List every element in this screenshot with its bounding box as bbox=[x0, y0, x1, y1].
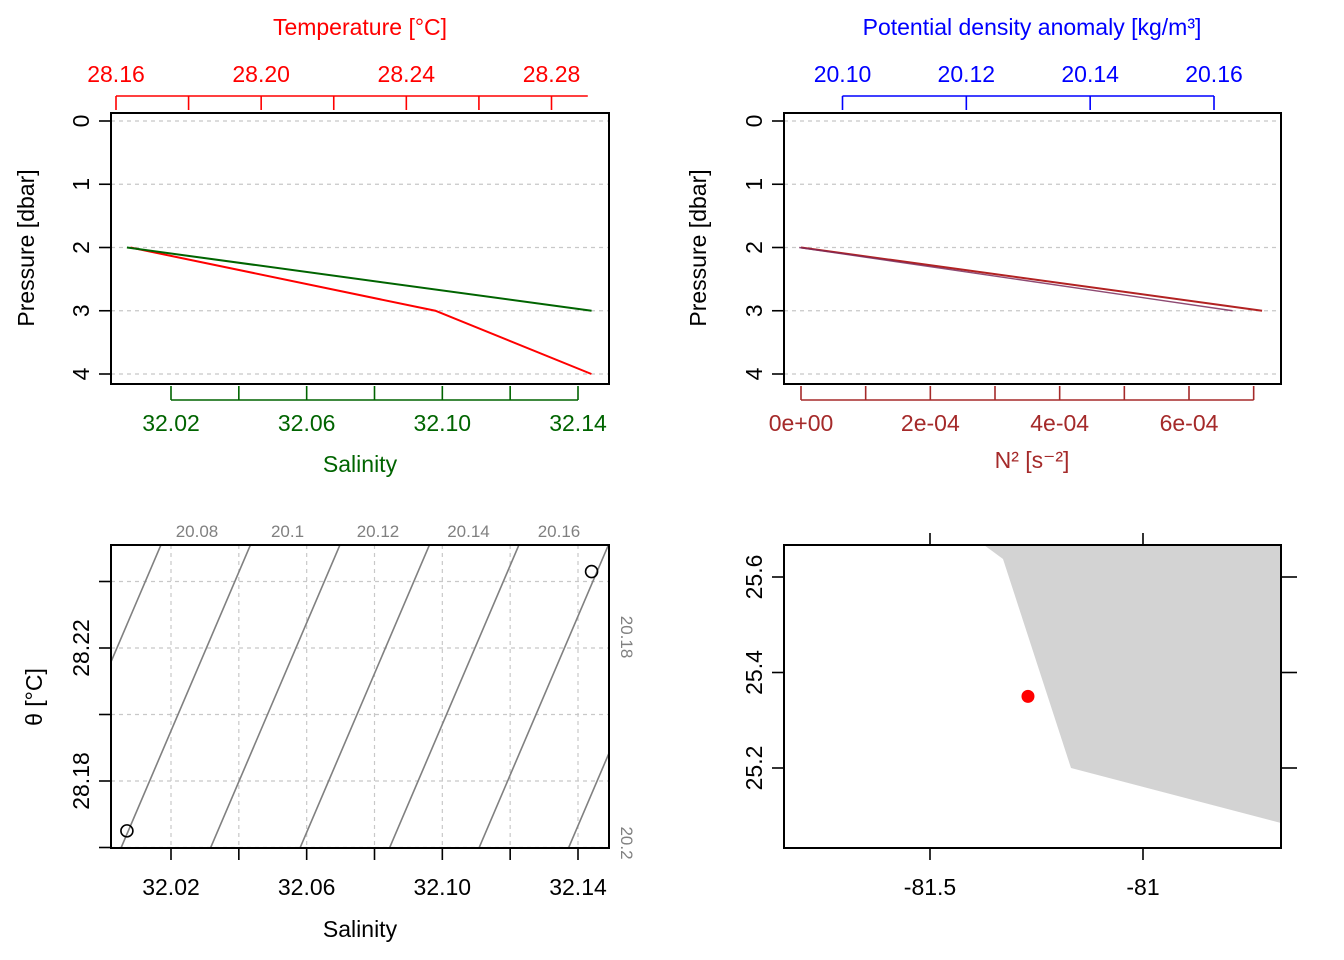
p1-top-tick-label: 28.28 bbox=[523, 61, 581, 87]
ts-point bbox=[584, 564, 599, 579]
p2-top-tick-label: 20.14 bbox=[1061, 61, 1119, 87]
p3-y-tick-label: 28.18 bbox=[68, 752, 94, 810]
p3-x-tick-label: 32.10 bbox=[414, 874, 472, 900]
p2-y-axis: 0 1 2 3 4 bbox=[741, 115, 784, 380]
p2-bottom-tick-label: 2e-04 bbox=[901, 410, 960, 436]
p3-y-tick-label: 28.22 bbox=[68, 619, 94, 677]
p2-top-axis: 20.10 20.12 20.14 20.16 bbox=[814, 61, 1243, 110]
isopycnal-label: 20.2 bbox=[617, 826, 636, 859]
p1-y-tick-label: 2 bbox=[68, 241, 94, 254]
salinity-series-line bbox=[126, 246, 592, 312]
p2-y-tick-label: 2 bbox=[741, 241, 767, 254]
p1-bottom-tick-label: 32.10 bbox=[414, 410, 472, 436]
p1-top-tick-label: 28.24 bbox=[378, 61, 436, 87]
n2-series-line bbox=[800, 246, 1263, 312]
p4-y-tick-label: 25.2 bbox=[741, 746, 767, 791]
p1-salinity-label: Salinity bbox=[323, 451, 398, 477]
p1-bottom-tick-label: 32.02 bbox=[142, 410, 200, 436]
p4-station bbox=[1021, 689, 1035, 703]
p2-frame bbox=[783, 112, 1282, 385]
p3-x-tick-label: 32.06 bbox=[278, 874, 336, 900]
p1-bottom-tick-label: 32.14 bbox=[549, 410, 607, 436]
isopycnal-label: 20.16 bbox=[538, 522, 581, 541]
p4-y-axis: 25.2 25.4 25.6 bbox=[741, 555, 1297, 791]
isopycnal-line bbox=[478, 545, 609, 848]
isopycnal-line bbox=[567, 751, 609, 848]
isopycnal-label: 20.08 bbox=[176, 522, 219, 541]
p4-frame bbox=[783, 544, 1282, 849]
p2-top-tick-label: 20.12 bbox=[938, 61, 996, 87]
p2-n2-label: N² [s⁻²] bbox=[995, 447, 1070, 473]
isopycnal-line bbox=[641, 505, 805, 888]
p2-y-tick-label: 0 bbox=[741, 115, 767, 128]
p3-y-axis: 28.18 28.22 bbox=[68, 580, 111, 849]
p3-isopycnals bbox=[111, 505, 805, 888]
p2-bottom-tick-label: 0e+00 bbox=[769, 410, 834, 436]
p1-grid bbox=[111, 120, 609, 375]
p1-top-axis: 28.16 28.20 28.24 28.28 bbox=[87, 61, 588, 110]
p2-y-tick-label: 4 bbox=[741, 367, 767, 380]
p2-top-tick-label: 20.16 bbox=[1185, 61, 1243, 87]
p3-salinity-label: Salinity bbox=[323, 916, 398, 942]
p1-top-tick-label: 28.20 bbox=[232, 61, 290, 87]
p2-bottom-tick-label: 4e-04 bbox=[1030, 410, 1089, 436]
density-series-line bbox=[799, 246, 1233, 312]
p3-frame bbox=[110, 544, 610, 849]
p4-y-tick-label: 25.4 bbox=[741, 650, 767, 695]
p4-y-tick-label: 25.6 bbox=[741, 555, 767, 600]
p1-frame bbox=[110, 112, 610, 385]
p1-y-tick-label: 4 bbox=[68, 367, 94, 380]
station-marker bbox=[1021, 689, 1035, 703]
p2-y-tick-label: 3 bbox=[741, 304, 767, 317]
p1-bottom-axis: 32.02 32.06 32.10 32.14 bbox=[142, 386, 607, 436]
coastline-land bbox=[984, 545, 1281, 823]
p2-series bbox=[799, 246, 1263, 312]
p1-top-tick-label: 28.16 bbox=[87, 61, 145, 87]
p1-y-tick-label: 1 bbox=[68, 178, 94, 191]
p1-bottom-tick-label: 32.06 bbox=[278, 410, 336, 436]
p2-density-label: Potential density anomaly [kg/m³] bbox=[863, 14, 1202, 40]
isopycnal-label: 20.18 bbox=[617, 616, 636, 659]
p1-y-tick-label: 3 bbox=[68, 304, 94, 317]
p2-y-tick-label: 1 bbox=[741, 178, 767, 191]
isopycnal-label: 20.12 bbox=[357, 522, 400, 541]
p2-grid bbox=[784, 120, 1281, 375]
p3-x-axis: 32.02 32.06 32.10 32.14 bbox=[142, 848, 607, 900]
p1-y-axis: 0 1 2 3 4 bbox=[68, 115, 111, 380]
p2-bottom-tick-label: 6e-04 bbox=[1160, 410, 1219, 436]
p2-top-tick-label: 20.10 bbox=[814, 61, 872, 87]
p2-pressure-label: Pressure [dbar] bbox=[685, 169, 711, 326]
isopycnal-label: 20.1 bbox=[271, 522, 304, 541]
isopycnal-line bbox=[388, 545, 520, 848]
p1-pressure-label: Pressure [dbar] bbox=[13, 169, 39, 326]
p2-bottom-axis: 0e+00 2e-04 4e-04 6e-04 bbox=[769, 386, 1255, 436]
p3-theta-label: θ [°C] bbox=[21, 668, 47, 726]
isopycnal-line bbox=[209, 545, 341, 848]
p1-y-tick-label: 0 bbox=[68, 115, 94, 128]
p4-x-tick-label: -81.5 bbox=[904, 874, 956, 900]
isopycnal-line bbox=[299, 545, 431, 848]
p3-grid bbox=[111, 545, 609, 849]
p4-x-axis: -81.5 -81 bbox=[904, 533, 1160, 900]
p3-points bbox=[120, 564, 599, 838]
panel-station-map: -81.5 -81 25.2 25.4 25.6 bbox=[741, 533, 1297, 900]
temperature-series-line bbox=[130, 246, 592, 375]
p3-isopycnal-labels: 20.08 20.1 20.12 20.14 20.16 20.18 20.2 bbox=[176, 522, 636, 860]
isopycnal-label: 20.14 bbox=[447, 522, 490, 541]
p1-series bbox=[126, 246, 592, 375]
isopycnal-line bbox=[120, 545, 252, 848]
p3-x-tick-label: 32.14 bbox=[549, 874, 607, 900]
p4-x-tick-label: -81 bbox=[1126, 874, 1159, 900]
isopycnal-line bbox=[111, 545, 162, 664]
p1-temperature-label: Temperature [°C] bbox=[273, 14, 447, 40]
p3-x-tick-label: 32.02 bbox=[142, 874, 200, 900]
ts-point bbox=[120, 824, 134, 838]
panel-density-profile: 0 1 2 3 4 20.10 20.12 20.14 20.16 0e+00 2e-04 4e-… bbox=[685, 14, 1282, 473]
